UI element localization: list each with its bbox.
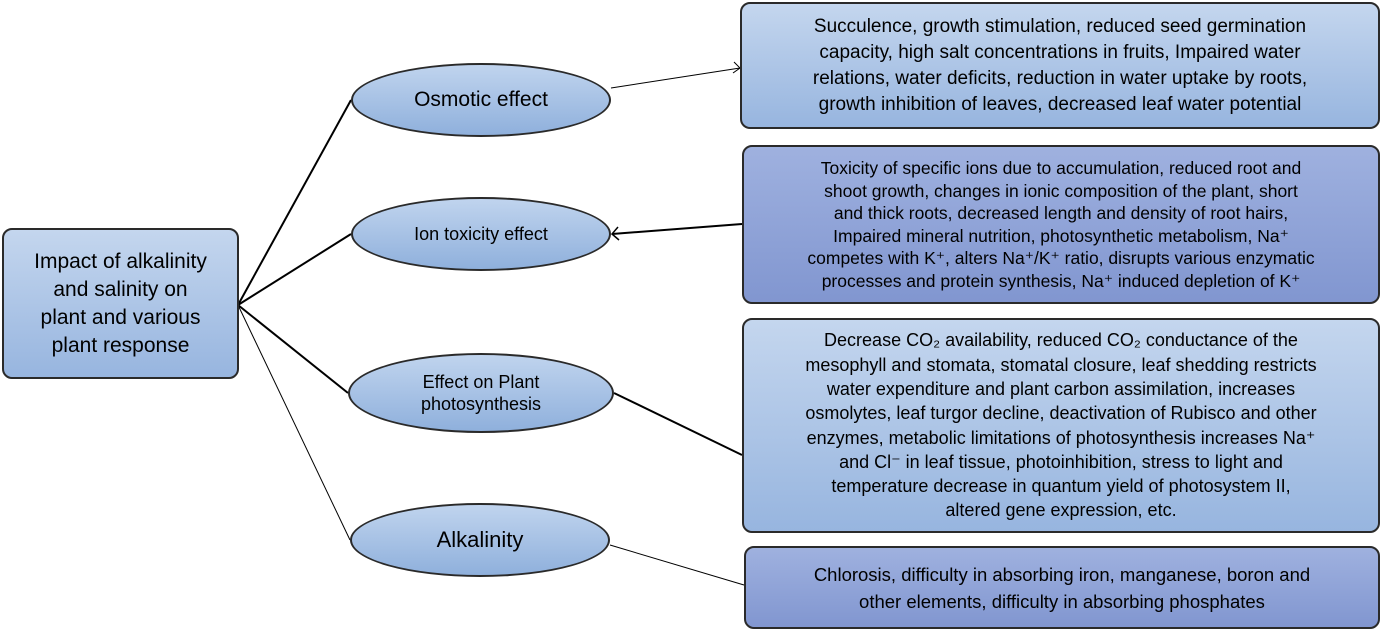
description-line: Decrease CO₂ availability, reduced CO₂ c…	[824, 330, 1298, 351]
effect-label: Alkalinity	[436, 527, 524, 553]
description-box: Succulence, growth stimulation, reduced …	[740, 2, 1380, 129]
connector-lines	[237, 61, 745, 586]
connector	[237, 304, 351, 541]
description-line: Impaired mineral nutrition, photosynthet…	[833, 225, 1289, 246]
description-line: shoot growth, changes in ionic compositi…	[824, 180, 1298, 201]
description-line: altered gene expression, etc.	[945, 500, 1177, 521]
effect-label: Osmotic effect	[414, 87, 548, 111]
root-text: plant and various	[40, 305, 201, 329]
root-box: Impact of alkalinity and salinity on plant…	[2, 228, 239, 379]
effect-node: Ion toxicity effect	[351, 197, 611, 271]
description-line: mesophyll and stomata, stomatal closure,…	[805, 354, 1317, 375]
connector	[237, 233, 352, 306]
connector	[237, 304, 349, 394]
root-text: plant response	[51, 333, 190, 357]
connector	[613, 392, 743, 456]
connector	[237, 99, 352, 306]
description-box: Decrease CO₂ availability, reduced CO₂ c…	[742, 318, 1380, 533]
description-line: other elements, difficulty in absorbing …	[859, 590, 1265, 612]
root-text: and salinity on	[53, 277, 188, 301]
description-line: and thick roots, decreased length and de…	[833, 203, 1289, 223]
connector	[609, 544, 745, 586]
effect-label: Effect on Plant	[422, 371, 540, 392]
root-text: Impact of alkalinity	[34, 249, 207, 273]
effect-label: Ion toxicity effect	[414, 223, 548, 244]
effect-node: Effect on Plant photosynthesis	[348, 353, 614, 433]
description-box: Toxicity of specific ions due to accumul…	[742, 145, 1380, 304]
arrowhead	[732, 61, 741, 74]
description-line: competes with K⁺, alters Na⁺/K⁺ ratio, d…	[807, 248, 1315, 268]
effect-node: Osmotic effect	[351, 63, 611, 137]
description-line: water expenditure and plant carbon assim…	[826, 378, 1296, 399]
effect-label: photosynthesis	[420, 394, 542, 414]
arrowhead	[610, 226, 620, 241]
description-line: Chlorosis, difficulty in absorbing iron,…	[813, 563, 1311, 585]
description-line: Toxicity of specific ions due to accumul…	[820, 158, 1302, 178]
description-box: Chlorosis, difficulty in absorbing iron,…	[744, 546, 1380, 629]
description-line: Succulence, growth stimulation, reduced …	[813, 15, 1307, 37]
connector	[610, 67, 741, 89]
description-line: enzymes, metabolic limitations of photos…	[806, 427, 1316, 448]
description-line: capacity, high salt concentrations in fr…	[819, 41, 1301, 63]
description-line: osmolytes, leaf turgor decline, deactiva…	[805, 403, 1317, 424]
description-line: processes and protein synthesis, Na⁺ ind…	[821, 270, 1301, 291]
description-line: growth inhibition of leaves, decreased l…	[818, 93, 1302, 115]
effect-node: Alkalinity	[350, 503, 610, 577]
description-line: relations, water deficits, reduction in …	[812, 67, 1308, 89]
connector	[611, 223, 743, 235]
description-line: temperature decrease in quantum yield of…	[831, 476, 1291, 497]
description-line: and Cl⁻ in leaf tissue, photoinhibition,…	[839, 451, 1283, 472]
